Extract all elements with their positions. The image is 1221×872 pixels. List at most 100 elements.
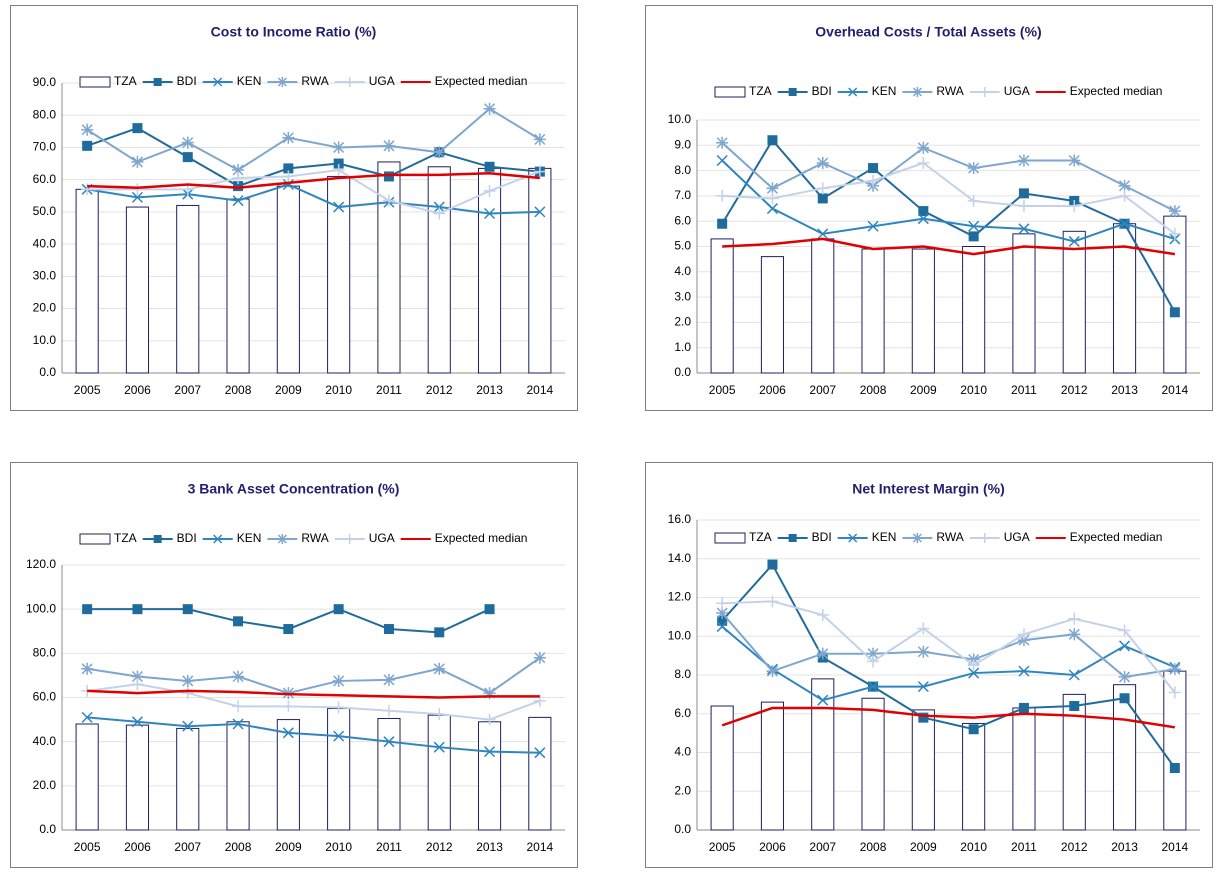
point-marker (766, 595, 779, 608)
point-marker (967, 162, 980, 175)
legend-item: TZA (714, 84, 772, 98)
y-tick-label: 10.0 (668, 112, 692, 126)
marker-square (717, 218, 728, 229)
point-marker (534, 747, 546, 759)
y-tick-label: 20.0 (33, 778, 57, 792)
legend-item: TZA (79, 531, 137, 545)
point-marker (917, 622, 930, 635)
x-tick-label: 2013 (1111, 383, 1138, 397)
marker-stroke (1119, 640, 1131, 652)
marker-square (717, 615, 728, 626)
bar (760, 256, 785, 374)
series-line (721, 706, 1176, 729)
point-marker (81, 123, 94, 136)
point-marker (1017, 628, 1030, 641)
y-tick-label: 90.0 (33, 75, 57, 89)
point-marker (433, 662, 446, 675)
marker-square (788, 534, 797, 542)
point-marker (533, 133, 546, 146)
point-marker (131, 191, 143, 203)
y-tick-label: 8.0 (674, 667, 691, 681)
bar (226, 721, 250, 831)
x-tick-label: 2011 (1011, 383, 1037, 397)
x-tick-label: 2005 (709, 840, 736, 854)
point-marker (766, 665, 779, 678)
point-marker (132, 604, 143, 615)
y-tick-label: 9.0 (674, 137, 691, 151)
point-marker (483, 713, 496, 726)
legend-item: UGA (969, 84, 1030, 98)
point-marker (1018, 665, 1030, 677)
marker-stroke (232, 195, 244, 207)
point-marker (282, 178, 294, 191)
point-marker (433, 207, 446, 220)
series-line (721, 562, 1176, 769)
point-marker (1018, 188, 1029, 199)
x-tick-label: 2013 (476, 840, 503, 854)
chart-panel: Overhead Costs / Total Assets (%) 0.0 1.0 2… (645, 5, 1213, 411)
point-marker (1169, 307, 1180, 318)
point-marker (282, 700, 295, 713)
point-marker (1168, 686, 1181, 699)
bar (427, 714, 451, 831)
bar (1012, 233, 1036, 374)
point-marker (533, 651, 546, 664)
point-marker (968, 724, 979, 735)
legend-label: RWA (936, 84, 963, 98)
point-marker (1069, 701, 1080, 711)
y-tick-label: 0.0 (674, 365, 691, 379)
point-marker (1068, 669, 1080, 681)
y-tick-label: 16.0 (668, 512, 692, 526)
chart-title: 3 Bank Asset Concentration (%) (188, 481, 400, 497)
marker-stroke (1018, 223, 1030, 235)
point-marker (383, 171, 394, 182)
y-tick-label: 2.0 (674, 315, 691, 329)
point-marker (282, 131, 295, 144)
point-marker (232, 195, 244, 207)
legend-label: KEN (237, 74, 262, 88)
bar (377, 717, 401, 831)
legend-label: TZA (749, 530, 772, 544)
y-tick-label: 6.0 (674, 706, 691, 720)
point-marker (917, 141, 930, 154)
point-marker (816, 157, 829, 170)
marker-square (1169, 763, 1180, 773)
marker-square (1169, 307, 1180, 318)
legend-item: UGA (334, 74, 395, 88)
point-marker (867, 220, 879, 232)
bar (125, 724, 150, 831)
x-tick-label: 2013 (1111, 840, 1138, 854)
marker-square (132, 123, 143, 134)
marker-square (817, 193, 828, 204)
point-marker (767, 559, 778, 570)
marker-square (1018, 702, 1029, 713)
bar (811, 238, 835, 374)
point-marker (332, 674, 345, 687)
y-tick-label: 0.0 (39, 365, 56, 379)
y-tick-label: 60.0 (33, 172, 57, 186)
point-marker (967, 659, 980, 672)
point-marker (433, 146, 446, 159)
point-marker (333, 604, 344, 615)
marker-stroke (232, 718, 244, 730)
bar (861, 697, 885, 831)
bar (377, 161, 401, 374)
bar (276, 185, 300, 374)
series-line (86, 127, 540, 188)
marker-stroke (333, 201, 345, 213)
point-marker (433, 708, 446, 721)
point-marker (716, 597, 729, 610)
point-marker (232, 700, 245, 713)
chart-panel: Cost to Income Ratio (%) 0.0 10.0 20.0 30.0 4… (10, 5, 578, 411)
point-marker (82, 604, 93, 615)
x-tick-label: 2012 (1061, 383, 1088, 397)
point-marker (232, 718, 244, 730)
point-marker (716, 621, 728, 633)
legend-item: BDI (142, 74, 197, 88)
series-line (86, 183, 540, 215)
legend-item: KEN (837, 84, 896, 98)
series-line (87, 683, 541, 721)
series-line (87, 168, 541, 215)
bar (1012, 707, 1036, 831)
